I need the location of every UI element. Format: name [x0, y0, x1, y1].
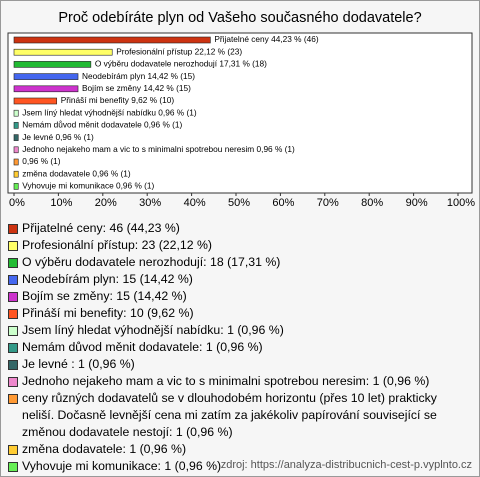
plot-area: [7, 32, 473, 194]
x-tick-label: 50%: [228, 197, 250, 209]
legend-swatch: [8, 462, 18, 472]
legend-swatch: [8, 343, 18, 353]
legend-item: Neodebírám plyn: 15 (14,42 %): [8, 271, 470, 288]
legend-label: O výběru dodavatele nerozhodují: 18 (17,…: [22, 255, 281, 269]
value-label: Jsem líný hledat výhodnější nabídku 0,96…: [22, 107, 197, 117]
legend-swatch: [8, 309, 18, 319]
value-label: Je levné 0,96 % (1): [22, 132, 94, 142]
legend-item: O výběru dodavatele nerozhodují: 18 (17,…: [8, 254, 470, 271]
bar: [13, 85, 79, 93]
legend-swatch: [8, 445, 18, 455]
bar: [13, 73, 79, 80]
x-tick-label: 30%: [139, 197, 161, 209]
legend-label: Přináší mi benefity: 10 (9,62 %): [22, 306, 194, 320]
legend-label: změna dodavatele: 1 (0,96 %): [22, 442, 187, 456]
x-tick-label: 10%: [50, 197, 72, 209]
source: zdroj: https://analyza-distribucnich-ces…: [220, 459, 472, 471]
legend-swatch: [8, 258, 18, 268]
legend-item: Bojím se změny: 15 (14,42 %): [8, 288, 470, 305]
bar: [13, 146, 19, 154]
value-label: 0,96 % (1): [22, 156, 61, 166]
legend-item: Je levné : 1 (0,96 %): [8, 356, 470, 373]
bar: [13, 158, 19, 166]
x-tick-label: 70%: [317, 197, 339, 209]
value-label: změna dodavatele 0,96 % (1): [22, 168, 131, 178]
legend-swatch: [8, 292, 18, 302]
legend-item: Nemám důvod měnit dodavatele: 1 (0,96 %): [8, 339, 470, 356]
x-tick-label: 80%: [361, 197, 383, 209]
value-label: Neodebírám plyn 14,42 % (15): [82, 71, 195, 81]
legend-swatch: [8, 377, 18, 387]
x-tick-label: 60%: [272, 197, 294, 209]
value-label: Přijatelné ceny 44,23 % (46): [214, 34, 318, 44]
chart-title: Proč odebíráte plyn od Vašeho současného…: [58, 10, 421, 26]
legend-swatch: [8, 360, 18, 370]
legend-item: Přináší mi benefity: 10 (9,62 %): [8, 305, 470, 322]
legend-item: změna dodavatele: 1 (0,96 %): [8, 441, 470, 458]
legend-label: ceny různých dodavatelů se v dlouhodobém…: [22, 391, 437, 439]
legend-item: Profesionální přístup: 23 (22,12 %): [8, 237, 470, 254]
legend-label: Přijatelné ceny: 46 (44,23 %): [22, 221, 180, 235]
bar: [13, 183, 19, 190]
bar: [13, 61, 92, 68]
legend-swatch: [8, 275, 18, 285]
chart: Proč odebíráte plyn od Vašeho současného…: [7, 10, 475, 209]
x-tick-label: 0%: [9, 197, 25, 209]
legend-label: Neodebírám plyn: 15 (14,42 %): [22, 272, 193, 286]
value-label: O výběru dodavatele nerozhodují 17,31 % …: [95, 59, 267, 69]
legend-swatch: [8, 224, 18, 234]
legend-label: Vyhovuje mi komunikace: 1 (0,96 %): [22, 459, 222, 473]
bar: [13, 122, 19, 129]
value-label: Profesionální přístup 22,12 % (23): [116, 46, 242, 56]
x-tick-label: 40%: [184, 197, 206, 209]
bar: [13, 36, 211, 44]
legend-swatch: [8, 241, 18, 251]
legend-label: Nemám důvod měnit dodavatele: 1 (0,96 %): [22, 340, 263, 354]
legend-label: Je levné : 1 (0,96 %): [22, 357, 135, 371]
bar: [13, 48, 113, 56]
x-tick-label: 20%: [95, 197, 117, 209]
value-label: Nemám důvod měnit dodavatele 0,96 % (1): [22, 120, 182, 130]
x-tick-label: 100%: [447, 197, 475, 209]
x-tick-label: 90%: [406, 197, 428, 209]
legend-swatch: [8, 326, 18, 336]
value-label: Jednoho nejakeho mam a vic to s minimaln…: [22, 144, 295, 154]
value-label: Vyhovuje mi komunikace 0,96 % (1): [22, 181, 154, 191]
legend-item: Jednoho nejakeho mam a vic to s minimaln…: [8, 373, 470, 390]
legend-item: Vyhovuje mi komunikace: 1 (0,96 %): [8, 458, 470, 475]
legend-label: Bojím se změny: 15 (14,42 %): [22, 289, 187, 303]
bar: [13, 97, 58, 105]
value-label: Přináší mi benefity 9,62 % (10): [61, 95, 175, 105]
value-label: Bojím se změny 14,42 % (15): [82, 83, 191, 93]
legend-item: ceny různých dodavatelů se v dlouhodobém…: [8, 390, 470, 441]
bar: [13, 134, 19, 141]
legend-label: Jsem líný hledat výhodnější nabídku: 1 (…: [22, 323, 284, 337]
bar: [13, 109, 19, 117]
legend-item: Přijatelné ceny: 46 (44,23 %): [8, 220, 470, 237]
legend-item: Jsem líný hledat výhodnější nabídku: 1 (…: [8, 322, 470, 339]
legend-label: Profesionální přístup: 23 (22,12 %): [22, 238, 213, 252]
legend: Přijatelné ceny: 46 (44,23 %) Profesionál…: [8, 220, 470, 475]
legend-swatch: [8, 394, 18, 404]
bar: [13, 170, 19, 178]
legend-label: Jednoho nejakeho mam a vic to s minimaln…: [22, 374, 430, 388]
